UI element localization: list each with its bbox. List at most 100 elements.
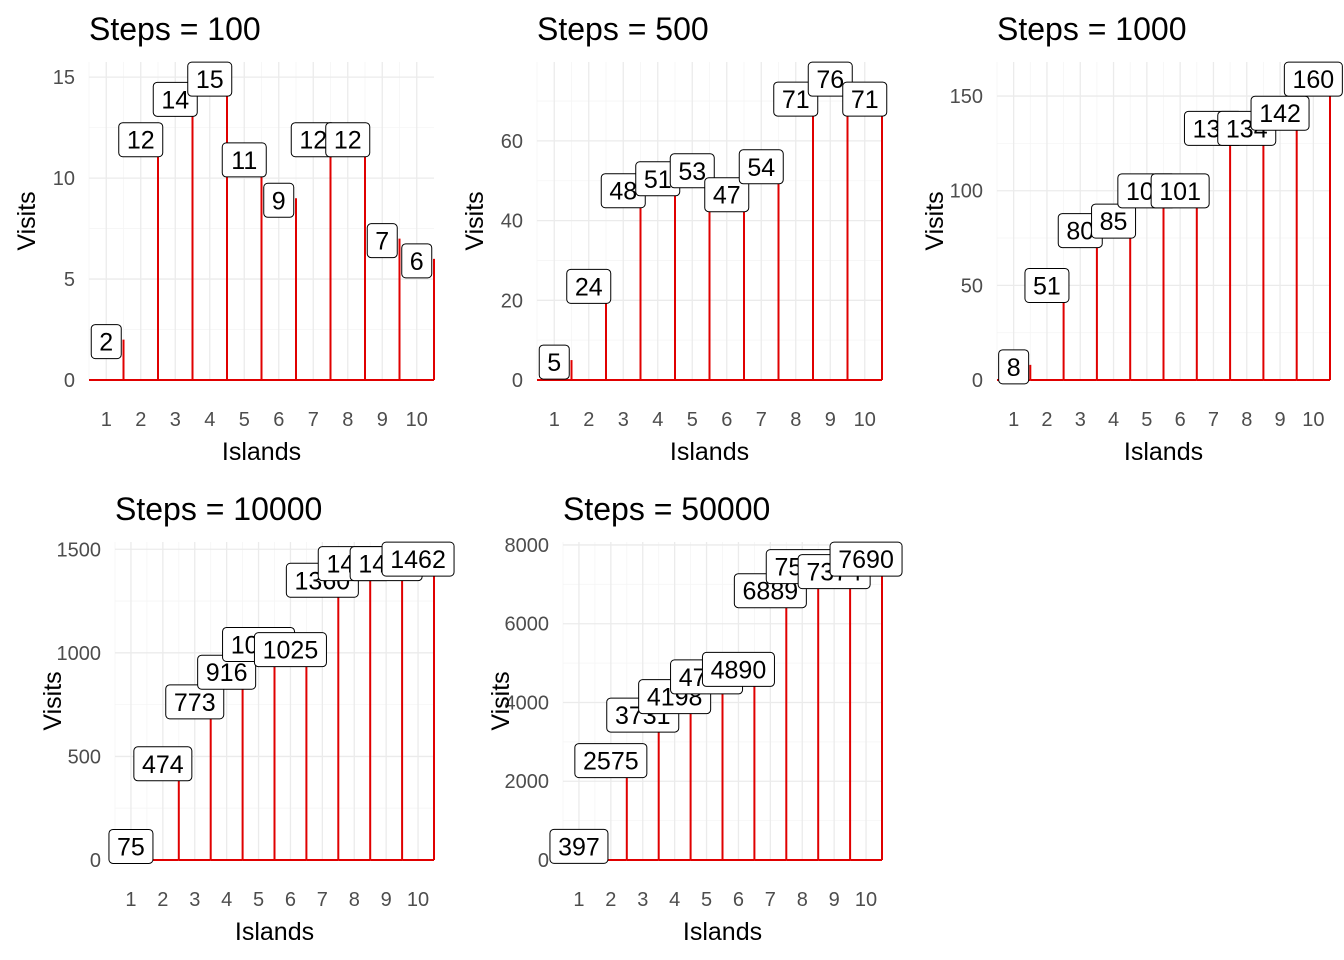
y-tick-label: 20 bbox=[501, 290, 523, 312]
x-tick-label: 2 bbox=[605, 889, 616, 911]
data-label: 76 bbox=[816, 66, 844, 94]
x-tick-label: 9 bbox=[381, 889, 392, 911]
y-tick-label: 1000 bbox=[57, 643, 102, 665]
data-label: 75 bbox=[117, 833, 145, 861]
data-label-box bbox=[549, 828, 609, 864]
chart-title: Steps = 1000 bbox=[997, 11, 1186, 47]
x-tick-label: 4 bbox=[221, 889, 232, 911]
data-label: 12 bbox=[127, 127, 155, 155]
x-tick-label: 6 bbox=[285, 889, 296, 911]
x-tick-label: 8 bbox=[349, 889, 360, 911]
data-label: 773 bbox=[174, 689, 216, 717]
y-tick-label: 500 bbox=[68, 746, 101, 768]
x-axis-title: Islands bbox=[683, 918, 762, 946]
x-tick-label: 7 bbox=[756, 409, 767, 431]
data-label: 2 bbox=[99, 329, 113, 357]
x-tick-label: 10 bbox=[407, 889, 429, 911]
data-label-box bbox=[566, 268, 612, 304]
data-label: 71 bbox=[782, 86, 810, 114]
y-tick-label: 0 bbox=[90, 850, 101, 872]
data-label-box bbox=[1091, 203, 1137, 239]
data-label-box bbox=[807, 61, 853, 97]
x-tick-label: 5 bbox=[1141, 409, 1152, 431]
data-label: 12 bbox=[299, 127, 327, 155]
x-tick-label: 2 bbox=[135, 409, 146, 431]
data-label: 11 bbox=[231, 147, 257, 175]
chart-title: Steps = 500 bbox=[537, 11, 709, 47]
x-tick-label: 10 bbox=[1302, 409, 1324, 431]
data-label: 47 bbox=[713, 182, 741, 210]
x-tick-label: 5 bbox=[687, 409, 698, 431]
chart-panel-4: Steps = 10000 1 2 3 4 5 6 7 8 9 10 0 500 1000 1500 Isla… bbox=[39, 491, 455, 946]
data-label-box bbox=[738, 149, 784, 185]
y-tick-label: 50 bbox=[961, 275, 983, 297]
data-label: 7 bbox=[375, 228, 389, 256]
data-label: 9 bbox=[272, 187, 286, 215]
x-tick-label: 2 bbox=[157, 889, 168, 911]
x-axis-title: Islands bbox=[235, 918, 314, 946]
y-tick-label: 60 bbox=[501, 131, 523, 153]
y-axis-title: Visits bbox=[39, 671, 67, 730]
x-tick-label: 10 bbox=[406, 409, 428, 431]
data-label-box bbox=[152, 81, 198, 117]
x-tick-label: 4 bbox=[204, 409, 215, 431]
x-tick-label: 3 bbox=[189, 889, 200, 911]
data-label: 12 bbox=[334, 127, 362, 155]
x-tick-label: 5 bbox=[253, 889, 264, 911]
x-tick-label: 1 bbox=[549, 409, 560, 431]
data-label: 53 bbox=[678, 158, 706, 186]
x-tick-label: 3 bbox=[170, 409, 181, 431]
y-tick-label: 2000 bbox=[505, 771, 550, 793]
x-tick-label: 9 bbox=[825, 409, 836, 431]
y-tick-label: 1500 bbox=[57, 539, 102, 561]
x-tick-label: 1 bbox=[1008, 409, 1019, 431]
chart-title: Steps = 50000 bbox=[563, 491, 770, 527]
data-label-box bbox=[1150, 173, 1210, 209]
x-tick-label: 6 bbox=[733, 889, 744, 911]
chart-title: Steps = 100 bbox=[89, 11, 261, 47]
y-tick-label: 0 bbox=[538, 850, 549, 872]
data-label-box bbox=[108, 828, 154, 864]
data-label: 101 bbox=[1159, 178, 1201, 206]
x-tick-label: 9 bbox=[1274, 409, 1285, 431]
data-label: 51 bbox=[644, 166, 672, 194]
y-tick-label: 40 bbox=[501, 211, 523, 233]
data-label: 142 bbox=[1259, 100, 1301, 128]
x-tick-label: 4 bbox=[669, 889, 680, 911]
x-tick-label: 8 bbox=[790, 409, 801, 431]
x-tick-label: 4 bbox=[652, 409, 663, 431]
data-label: 80 bbox=[1066, 218, 1094, 246]
data-label: 8 bbox=[1007, 354, 1021, 382]
x-tick-label: 6 bbox=[273, 409, 284, 431]
data-label: 474 bbox=[142, 751, 184, 779]
x-tick-label: 10 bbox=[855, 889, 877, 911]
data-label: 85 bbox=[1100, 208, 1128, 236]
data-label: 916 bbox=[206, 659, 248, 687]
data-label: 51 bbox=[1033, 272, 1061, 300]
data-label-box bbox=[669, 153, 715, 189]
data-label-box bbox=[998, 349, 1030, 385]
data-label: 1462 bbox=[390, 546, 446, 574]
x-tick-label: 7 bbox=[1208, 409, 1219, 431]
data-label: 48 bbox=[609, 178, 637, 206]
data-label-box bbox=[187, 61, 233, 97]
data-label: 397 bbox=[558, 833, 600, 861]
x-tick-label: 4 bbox=[1108, 409, 1119, 431]
x-tick-label: 9 bbox=[829, 889, 840, 911]
data-label-box bbox=[381, 541, 455, 577]
x-axis-title: Islands bbox=[1124, 438, 1203, 466]
x-tick-label: 5 bbox=[701, 889, 712, 911]
data-label-box bbox=[1283, 61, 1343, 97]
data-label: 6 bbox=[410, 248, 424, 276]
data-label-box bbox=[133, 746, 193, 782]
data-label: 14 bbox=[161, 86, 189, 114]
x-tick-label: 1 bbox=[125, 889, 136, 911]
x-tick-label: 7 bbox=[308, 409, 319, 431]
